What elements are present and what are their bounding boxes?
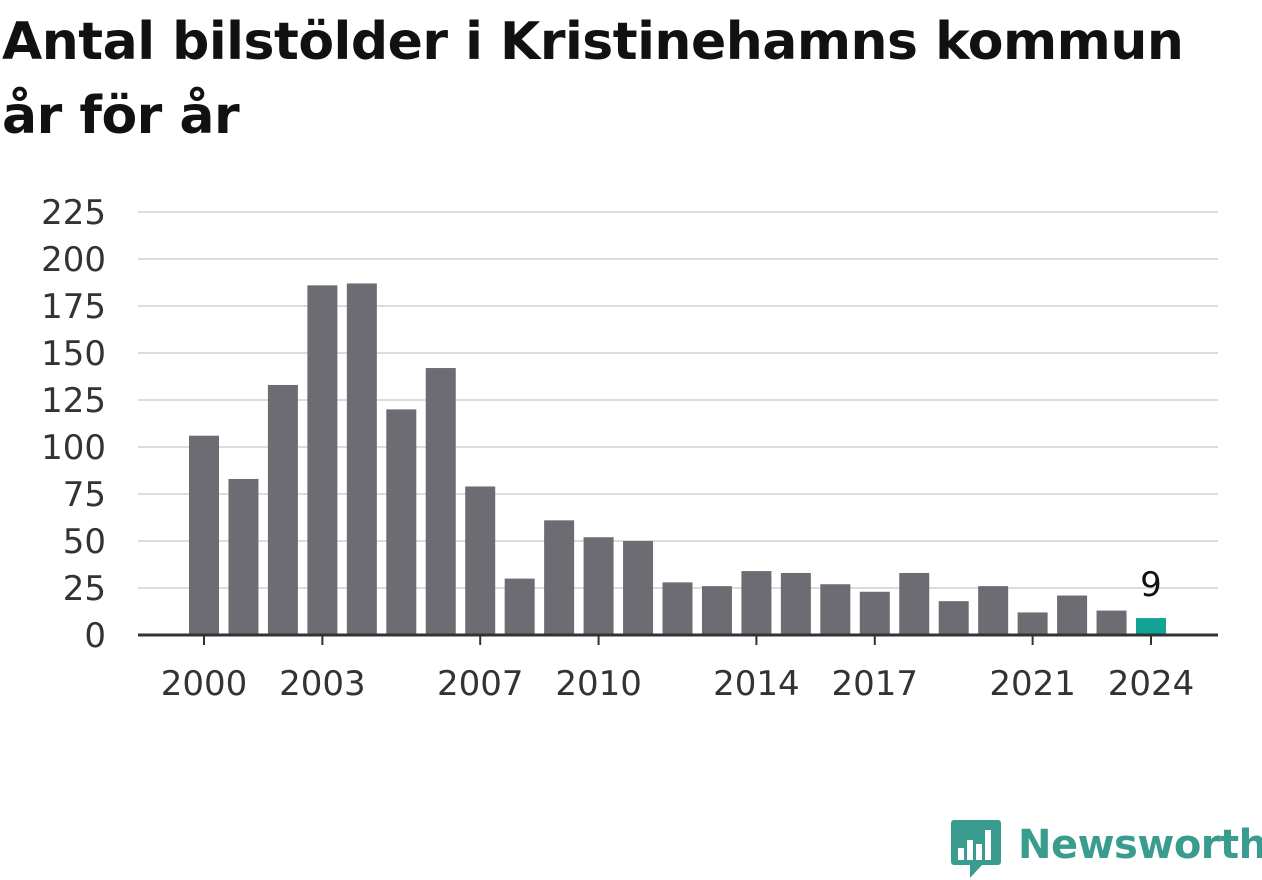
chart-title: Antal bilstölder i Kristinehamns kommun … [2, 12, 1184, 146]
y-tick-label: 100 [41, 428, 106, 468]
bar [701, 586, 732, 635]
y-tick-label: 75 [63, 475, 106, 515]
y-tick-label: 50 [63, 522, 106, 562]
y-tick-label: 175 [41, 287, 106, 327]
bar [386, 409, 417, 635]
bar [346, 283, 377, 635]
x-tick-label: 2024 [1108, 664, 1195, 704]
bar [741, 571, 772, 635]
y-tick-label: 125 [41, 381, 106, 421]
bar-chart-speech-bubble-icon [951, 820, 1001, 878]
x-tick-label: 2014 [713, 664, 800, 704]
data-labels: 9 [1140, 565, 1162, 605]
y-tick-label: 0 [84, 616, 106, 656]
bar [859, 591, 890, 635]
y-tick-label: 225 [41, 193, 106, 233]
bar [938, 601, 969, 635]
brand-name: Newsworthy [1018, 822, 1262, 868]
y-tick-label: 25 [63, 569, 106, 609]
x-axis-tick-labels: 2000 2003 2007 2010 2014 2017 2021 2024 [161, 635, 1195, 704]
bar [1136, 618, 1166, 635]
y-tick-label: 200 [41, 240, 106, 280]
bar [465, 486, 496, 635]
bar [307, 285, 338, 635]
bar [1096, 610, 1127, 635]
bar [544, 520, 575, 635]
bar [1057, 595, 1088, 635]
y-axis-tick-labels: 0 25 50 75 100 125 150 175 200 225 [41, 193, 106, 656]
y-tick-label: 150 [41, 334, 106, 374]
newsworthy-brand: Newsworthy [950, 818, 1262, 878]
bar [1017, 612, 1048, 635]
bar [662, 582, 693, 635]
bar [820, 584, 851, 635]
bar [504, 578, 535, 635]
bar [978, 586, 1009, 635]
x-tick-label: 2017 [832, 664, 919, 704]
bar [899, 572, 930, 635]
bar [228, 478, 259, 635]
bar [189, 435, 219, 635]
bar-series [189, 283, 1166, 635]
x-tick-label: 2007 [437, 664, 524, 704]
bar [267, 384, 298, 635]
bar [583, 537, 614, 635]
x-tick-label: 2010 [555, 664, 642, 704]
bar [623, 541, 654, 635]
x-tick-label: 2000 [161, 664, 248, 704]
x-tick-label: 2021 [989, 664, 1076, 704]
x-tick-label: 2003 [279, 664, 366, 704]
grid-lines [138, 211, 1218, 589]
data-label: 9 [1140, 565, 1162, 605]
bar [780, 572, 811, 635]
bar [425, 368, 456, 635]
